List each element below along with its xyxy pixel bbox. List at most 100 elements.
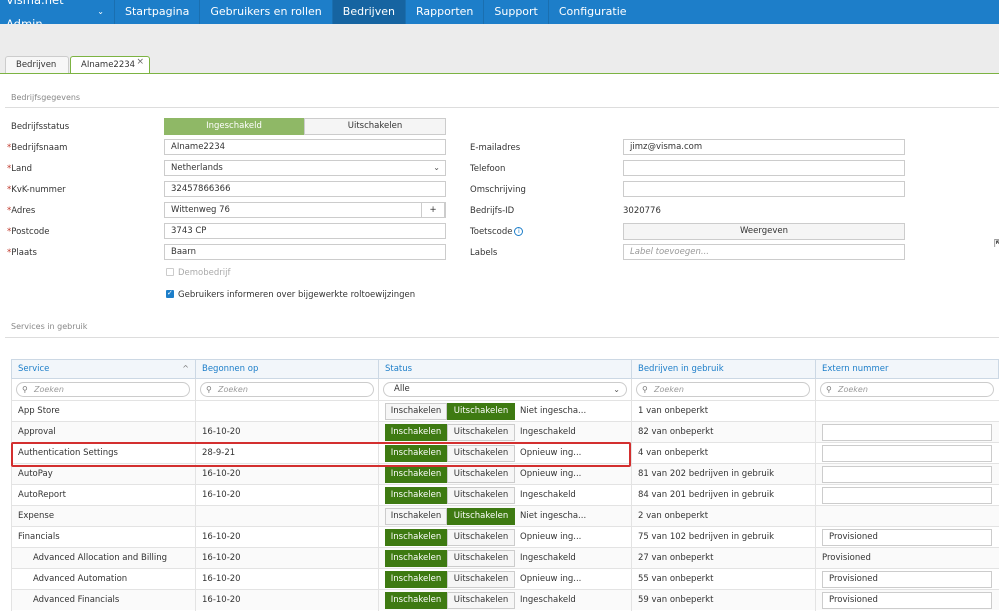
search-input[interactable]: ⚲ Zoeken [636,382,810,397]
filter-usage: ⚲ Zoeken [631,379,815,400]
enable-button[interactable]: Inschakelen [385,550,447,567]
tab-company-detail[interactable]: AIname2234 × [70,56,150,74]
disable-button[interactable]: Uitschakelen [447,424,515,441]
tab-bar: Bedrijven AIname2234 × [0,56,999,74]
external-number-input[interactable] [822,487,992,504]
notify-checkbox[interactable] [166,289,174,298]
city-input[interactable]: Baarn [164,244,446,260]
address-label: *Adres [7,206,36,216]
country-value: Netherlands [171,163,223,173]
enable-button[interactable]: Inschakelen [385,508,447,525]
started-date: 16-10-20 [195,527,378,548]
city-label: *Plaats [7,248,37,258]
col-header-external[interactable]: Extern nummer [815,359,999,379]
company-name-input[interactable]: AIname2234 [164,139,446,155]
nav-support[interactable]: Support [483,0,547,24]
status-label: Bedrijfsstatus [11,122,70,132]
external-number-input[interactable] [822,466,992,483]
nav-gebruikers-en-rollen[interactable]: Gebruikers en rollen [199,0,331,24]
external-number-input[interactable]: Provisioned [822,592,992,609]
labels-input[interactable]: Label toevoegen... [623,244,905,260]
nav-startpagina[interactable]: Startpagina [114,0,199,24]
started-date: 16-10-20 [195,485,378,506]
status-cell: Inschakelen Uitschakelen Niet ingescha... [378,506,631,527]
nav-bedrijven[interactable]: Bedrijven [331,0,405,24]
external-number-text: Provisioned [822,553,871,563]
table-row[interactable]: Advanced Allocation and Billing 16-10-20 I… [11,547,999,569]
labels-label: Labels [470,248,498,258]
tab-bedrijven[interactable]: Bedrijven [5,56,69,74]
col-header-started[interactable]: Begonnen op [195,359,378,379]
table-row[interactable]: App Store Inschakelen Uitschakelen Niet ing… [11,400,999,422]
close-icon[interactable]: × [136,57,144,67]
kvk-input[interactable]: 32457866366 [164,181,446,197]
search-icon: ⚲ [22,385,28,394]
demo-label: Demobedrijf [178,268,231,278]
usage-text: 55 van onbeperkt [631,569,815,590]
highlight-frame [11,442,631,467]
external-number-input[interactable] [822,445,992,462]
table-row[interactable]: Expense Inschakelen Uitschakelen Niet inges… [11,505,999,527]
external-cell [815,464,999,485]
enable-button[interactable]: Inschakelen [385,571,447,588]
enable-button[interactable]: Inschakelen [385,487,447,504]
disable-button[interactable]: Uitschakelen [447,508,515,525]
col-header-usage[interactable]: Bedrijven in gebruik [631,359,815,379]
enable-button[interactable]: Inschakelen [385,529,447,546]
disable-button[interactable]: Uitschakelen [447,592,515,609]
postcode-input[interactable]: 3743 CP [164,223,446,239]
table-row[interactable]: Approval 16-10-20 Inschakelen Uitschakelen I… [11,421,999,443]
filter-status: Alle ⌄ [378,379,631,400]
started-date: 28-9-21 [195,443,378,464]
disable-button[interactable]: Uitschakelen [447,550,515,567]
disable-button[interactable]: Uitschakelen [447,571,515,588]
disable-button[interactable]: Uitschakelen [447,466,515,483]
enable-button[interactable]: Inschakelen [385,445,447,462]
enable-button[interactable]: Inschakelen [385,592,447,609]
search-icon: ⚲ [826,385,832,394]
status-disable-button[interactable]: Uitschakelen [304,118,446,135]
table-row[interactable]: Financials 16-10-20 Inschakelen Uitschakele… [11,526,999,548]
search-input[interactable]: ⚲ Zoeken [820,382,994,397]
disable-button[interactable]: Uitschakelen [447,403,515,420]
filter-service: ⚲ Zoeken [11,379,195,400]
status-cell: Inschakelen Uitschakelen Opnieuw ing... [378,569,631,590]
search-input[interactable]: ⚲ Zoeken [200,382,374,397]
show-testcode-button[interactable]: Weergeven [623,223,905,240]
cursor-icon: ⇱ [994,237,999,250]
external-cell: Provisioned [815,590,999,611]
started-date: 16-10-20 [195,569,378,590]
search-input[interactable]: ⚲ Zoeken [16,382,190,397]
email-input[interactable]: jimz@visma.com [623,139,905,155]
table-row[interactable]: AutoReport 16-10-20 Inschakelen Uitschakele… [11,484,999,506]
external-number-input[interactable]: Provisioned [822,529,992,546]
table-row[interactable]: Advanced Automation 16-10-20 Inschakelen Ui… [11,568,999,590]
external-number-input[interactable]: Provisioned [822,571,992,588]
address-input[interactable]: Wittenweg 76 + [164,202,446,218]
filter-started: ⚲ Zoeken [195,379,378,400]
enable-button[interactable]: Inschakelen [385,424,447,441]
nav-rapporten[interactable]: Rapporten [404,0,483,24]
disable-button[interactable]: Uitschakelen [447,445,515,462]
description-input[interactable] [623,181,905,197]
phone-input[interactable] [623,160,905,176]
chevron-down-icon: ⌄ [613,385,620,394]
info-icon: i [514,227,524,236]
status-enabled-button[interactable]: Ingeschakeld [164,118,304,135]
status-filter-select[interactable]: Alle ⌄ [383,382,627,397]
col-header-service[interactable]: Service ^ [11,359,195,379]
table-row[interactable]: Advanced Financials 16-10-20 Inschakelen Ui… [11,589,999,611]
notify-label: Gebruikers informeren over bijgewerkte r… [178,290,416,300]
enable-button[interactable]: Inschakelen [385,466,447,483]
enable-button[interactable]: Inschakelen [385,403,447,420]
col-header-status[interactable]: Status [378,359,631,379]
add-address-button[interactable]: + [421,202,445,218]
demo-checkbox[interactable] [166,268,174,276]
nav-configuratie[interactable]: Configuratie [547,0,637,24]
app-switcher[interactable]: Visma.net Admin ⌄ [0,0,114,31]
country-select[interactable]: Netherlands ⌄ [164,160,446,176]
disable-button[interactable]: Uitschakelen [447,487,515,504]
external-number-input[interactable] [822,424,992,441]
started-date: 16-10-20 [195,464,378,485]
disable-button[interactable]: Uitschakelen [447,529,515,546]
